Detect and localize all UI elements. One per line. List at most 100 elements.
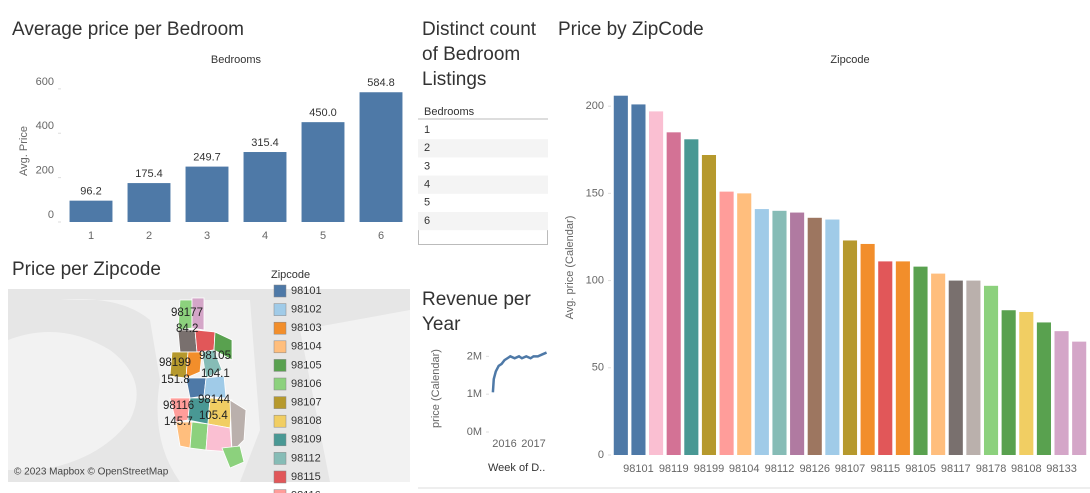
x-tick-label: 98133 xyxy=(1046,463,1077,475)
legend-label: 98104 xyxy=(291,341,322,353)
legend-swatch xyxy=(273,414,287,428)
value-label: 315.4 xyxy=(251,137,279,149)
map-label: 98116 xyxy=(163,400,194,412)
x-tick-label: 6 xyxy=(378,230,384,242)
bar xyxy=(301,122,345,222)
table-footer xyxy=(418,229,548,245)
x-tick-label: 98105 xyxy=(905,463,936,475)
x-tick-label: 1 xyxy=(88,230,94,242)
table-row-bg xyxy=(418,175,548,194)
bar xyxy=(684,139,699,456)
y-tick-label: 200 xyxy=(586,100,604,112)
bar xyxy=(631,104,646,455)
legend-label: 98107 xyxy=(291,397,322,409)
y-axis-label: Avg. price (Calendar) xyxy=(564,216,576,320)
map-label: 98199 xyxy=(159,357,191,369)
line xyxy=(491,351,548,393)
legend-swatch xyxy=(273,303,287,316)
y-tick-label: 400 xyxy=(36,120,54,132)
table-row-bg xyxy=(418,212,548,231)
x-tick-label: 98115 xyxy=(870,463,900,475)
map-label: 104.1 xyxy=(201,368,230,380)
legend-label: 98102 xyxy=(291,304,322,316)
bar xyxy=(613,95,628,455)
chart-title: Average price per Bedroom xyxy=(12,19,244,40)
x-tick-label: 98178 xyxy=(976,463,1007,475)
y-tick-label: 0M xyxy=(467,426,482,438)
bar xyxy=(666,132,681,456)
legend-swatch xyxy=(273,489,287,493)
bar xyxy=(649,111,664,455)
x-tick-label: 2017 xyxy=(521,438,545,450)
legend-label: 98101 xyxy=(291,285,322,297)
bar xyxy=(754,209,769,455)
legend-label: 98115 xyxy=(291,471,321,483)
bar xyxy=(860,243,875,455)
bar xyxy=(1019,311,1034,455)
bar xyxy=(1054,331,1069,455)
bar xyxy=(127,183,171,222)
map-title: Price per Zipcode xyxy=(12,259,161,280)
bar xyxy=(966,280,981,455)
map-label: 98144 xyxy=(198,394,231,406)
legend-label: 98109 xyxy=(291,434,322,446)
bar xyxy=(948,280,963,455)
y-tick-label: 1M xyxy=(467,388,482,400)
y-tick-label: 2M xyxy=(467,350,482,362)
map-label: 105.4 xyxy=(199,410,228,422)
value-label: 450.0 xyxy=(309,107,337,119)
bar xyxy=(931,273,946,455)
bar xyxy=(807,217,822,455)
table-cell: 1 xyxy=(424,124,430,136)
y-tick-label: 0 xyxy=(48,209,54,221)
map-label: 84.2 xyxy=(176,323,198,335)
value-label: 249.7 xyxy=(193,152,221,164)
legend-swatch xyxy=(273,433,287,447)
bar xyxy=(701,155,717,455)
x-tick-label: 98199 xyxy=(694,463,725,475)
legend-label: 98106 xyxy=(291,378,322,390)
x-tick-label: 98104 xyxy=(729,463,760,475)
bar xyxy=(185,166,229,222)
value-label: 96.2 xyxy=(80,186,101,198)
table-cell: 5 xyxy=(424,197,430,209)
bar xyxy=(1001,310,1016,455)
map-label: 98105 xyxy=(199,350,231,362)
chart-title: Price by ZipCode xyxy=(558,19,704,40)
legend-title: Zipcode xyxy=(271,269,310,281)
legend-swatch xyxy=(273,284,287,298)
table-cell: 6 xyxy=(424,215,430,227)
legend-swatch xyxy=(273,359,287,372)
bar xyxy=(983,285,999,455)
y-tick-label: 100 xyxy=(586,274,604,286)
bar xyxy=(825,219,840,455)
legend-label: 98103 xyxy=(291,322,322,334)
x-axis-label: Zipcode xyxy=(830,54,869,66)
legend-label: 98112 xyxy=(291,452,321,464)
y-tick-label: 0 xyxy=(598,449,604,461)
x-tick-label: 2016 xyxy=(492,438,516,450)
x-axis-label: Bedrooms xyxy=(211,54,262,66)
y-tick-label: 600 xyxy=(36,76,54,88)
legend-swatch xyxy=(273,396,287,409)
y-axis-label: Avg. Price xyxy=(18,126,30,176)
bar xyxy=(719,191,734,455)
bar xyxy=(895,261,910,455)
y-axis-label: price (Calendar) xyxy=(430,349,442,428)
bar xyxy=(69,200,113,222)
x-tick-label: 98117 xyxy=(941,463,971,475)
legend-label: 98116 xyxy=(291,490,321,493)
table-cell: 3 xyxy=(424,160,430,172)
legend-swatch xyxy=(273,452,287,465)
y-tick-label: 150 xyxy=(586,187,604,199)
value-label: 584.8 xyxy=(367,77,395,89)
bar xyxy=(772,210,787,455)
legend-label: 98105 xyxy=(291,359,322,371)
bar xyxy=(359,92,403,222)
bar xyxy=(878,261,893,455)
x-tick-label: 98119 xyxy=(659,463,689,475)
legend-swatch xyxy=(273,377,287,391)
x-tick-label: 3 xyxy=(204,230,210,242)
